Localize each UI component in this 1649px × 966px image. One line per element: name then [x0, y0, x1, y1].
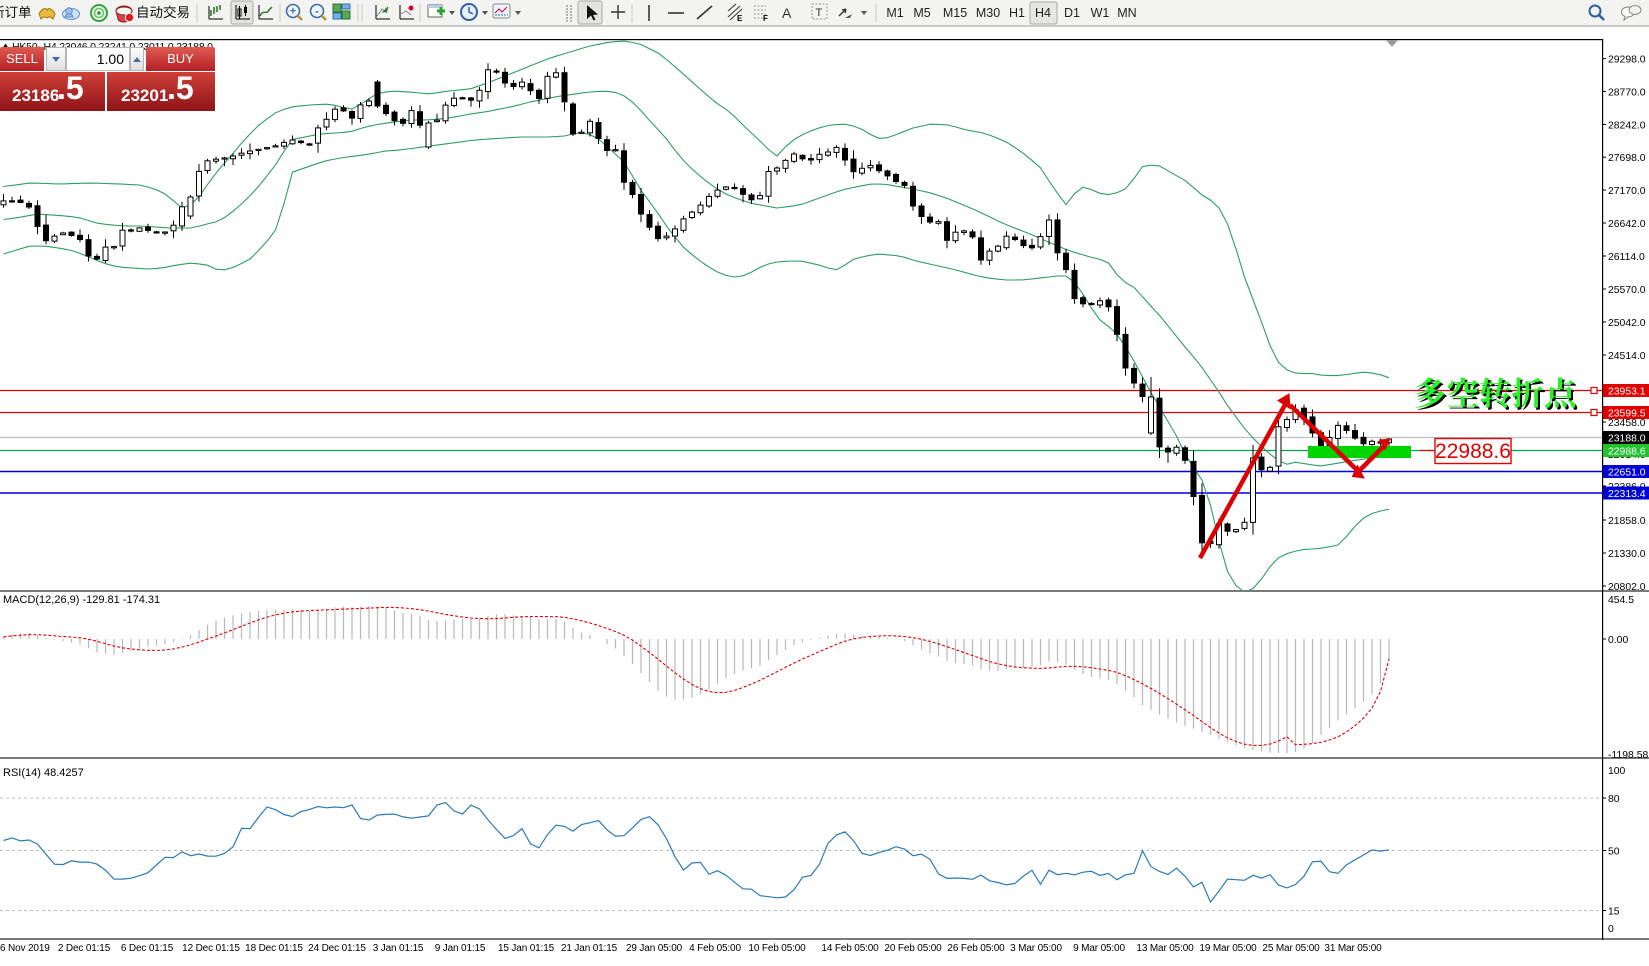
svg-text:MN: MN [1117, 6, 1136, 20]
svg-text:3 Mar 05:00: 3 Mar 05:00 [1010, 943, 1062, 954]
svg-text:W1: W1 [1091, 6, 1110, 20]
svg-text:25570.0: 25570.0 [1608, 285, 1646, 296]
svg-text:21 Jan 01:15: 21 Jan 01:15 [561, 943, 618, 954]
svg-text:26114.0: 26114.0 [1608, 252, 1645, 263]
svg-text:F: F [763, 14, 768, 23]
svg-text:100: 100 [1608, 766, 1626, 777]
svg-text:27170.0: 27170.0 [1608, 186, 1646, 197]
svg-text:22313.4: 22313.4 [1608, 489, 1646, 500]
svg-text:9 Mar 05:00: 9 Mar 05:00 [1073, 943, 1125, 954]
svg-text:22651.0: 22651.0 [1608, 468, 1646, 479]
svg-text:19 Mar 05:00: 19 Mar 05:00 [1199, 943, 1257, 954]
svg-text:22988.6: 22988.6 [1435, 440, 1511, 463]
svg-text:H1: H1 [1009, 6, 1025, 20]
svg-text:26642.0: 26642.0 [1608, 219, 1646, 230]
svg-text:23599.5: 23599.5 [1608, 409, 1646, 420]
svg-text:20802.0: 20802.0 [1608, 582, 1646, 593]
svg-text:15: 15 [1608, 907, 1620, 918]
svg-text:H4: H4 [1035, 6, 1051, 20]
svg-text:10 Feb 05:00: 10 Feb 05:00 [748, 943, 806, 954]
svg-text:23953.1: 23953.1 [1608, 387, 1646, 398]
svg-text:-: - [315, 6, 319, 18]
svg-text:12 Dec 01:15: 12 Dec 01:15 [182, 943, 240, 954]
svg-text:3 Jan 01:15: 3 Jan 01:15 [373, 943, 424, 954]
svg-text:MACD(12,26,9) -129.81 -174.31: MACD(12,26,9) -129.81 -174.31 [3, 594, 160, 606]
svg-text:M5: M5 [913, 6, 930, 20]
svg-text:20 Feb 05:00: 20 Feb 05:00 [884, 943, 942, 954]
svg-text:0.00: 0.00 [1608, 635, 1628, 646]
svg-text:6 Nov 2019: 6 Nov 2019 [0, 943, 50, 954]
svg-text:M30: M30 [976, 6, 1000, 20]
svg-text:26 Feb 05:00: 26 Feb 05:00 [947, 943, 1005, 954]
svg-text:RSI(14) 48.4257: RSI(14) 48.4257 [3, 767, 84, 779]
svg-text:27698.0: 27698.0 [1608, 153, 1646, 164]
svg-text:28770.0: 28770.0 [1608, 87, 1646, 98]
svg-text:21858.0: 21858.0 [1608, 516, 1646, 527]
svg-text:9 Jan 01:15: 9 Jan 01:15 [435, 943, 486, 954]
svg-text:21330.0: 21330.0 [1608, 549, 1646, 560]
svg-text:A: A [782, 5, 792, 21]
svg-text:15 Jan 01:15: 15 Jan 01:15 [498, 943, 555, 954]
svg-text:29 Jan 05:00: 29 Jan 05:00 [626, 943, 683, 954]
svg-text:6 Dec 01:15: 6 Dec 01:15 [121, 943, 174, 954]
svg-text:23458.0: 23458.0 [1608, 418, 1646, 429]
svg-text:25 Mar 05:00: 25 Mar 05:00 [1262, 943, 1320, 954]
svg-text:0: 0 [1608, 924, 1614, 935]
svg-text:14 Feb 05:00: 14 Feb 05:00 [821, 943, 879, 954]
svg-text:454.5: 454.5 [1608, 595, 1634, 606]
svg-text:4 Feb 05:00: 4 Feb 05:00 [689, 943, 741, 954]
svg-text:13 Mar 05:00: 13 Mar 05:00 [1136, 943, 1194, 954]
svg-text:E: E [737, 14, 743, 23]
svg-text:22988.6: 22988.6 [1608, 447, 1646, 458]
svg-text:-1198.58: -1198.58 [1608, 750, 1648, 761]
svg-text:28242.0: 28242.0 [1608, 120, 1646, 131]
svg-text:18 Dec 01:15: 18 Dec 01:15 [245, 943, 303, 954]
svg-text:50: 50 [1608, 847, 1620, 858]
svg-text:23188.0: 23188.0 [1608, 434, 1646, 445]
svg-text:M1: M1 [886, 6, 903, 20]
svg-text:M15: M15 [943, 6, 967, 20]
svg-text:24514.0: 24514.0 [1608, 351, 1646, 362]
svg-text:T: T [816, 7, 823, 19]
svg-text:25042.0: 25042.0 [1608, 318, 1646, 329]
svg-text:+: + [290, 6, 296, 18]
svg-text:31 Mar 05:00: 31 Mar 05:00 [1324, 943, 1382, 954]
svg-text:24 Dec 01:15: 24 Dec 01:15 [308, 943, 366, 954]
svg-text:80: 80 [1608, 794, 1620, 805]
svg-text:29298.0: 29298.0 [1608, 55, 1646, 66]
svg-text:2 Dec 01:15: 2 Dec 01:15 [58, 943, 111, 954]
svg-text:D1: D1 [1064, 6, 1080, 20]
